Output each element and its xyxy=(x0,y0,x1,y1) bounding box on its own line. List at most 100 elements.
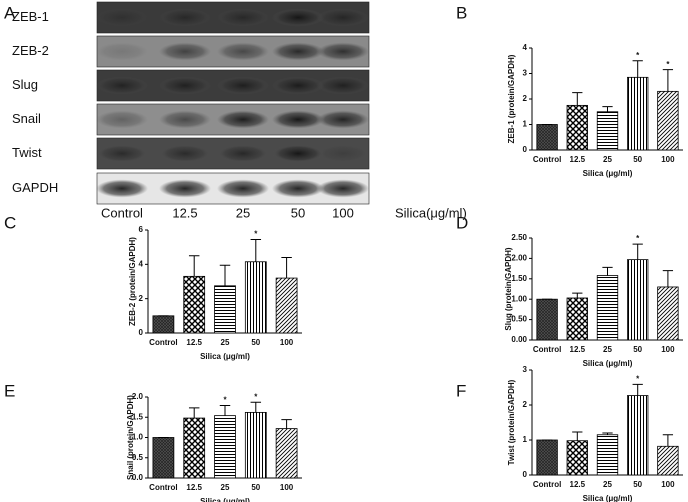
x-tick-label: 25 xyxy=(603,345,612,354)
x-tick-label: 12.5 xyxy=(570,480,586,489)
bar xyxy=(536,298,558,341)
panel-label: B xyxy=(456,3,467,22)
blot-band xyxy=(272,144,324,163)
y-tick-label: 0.00 xyxy=(511,335,527,344)
error-bar xyxy=(602,106,613,112)
x-tick-label: 12.5 xyxy=(570,155,586,164)
error-bar xyxy=(662,69,674,92)
blot-band xyxy=(159,144,211,163)
blot-band xyxy=(317,8,369,27)
y-tick-label: 6 xyxy=(139,225,144,234)
error-bar xyxy=(572,292,583,298)
blot-band xyxy=(96,144,148,163)
bar xyxy=(596,275,619,341)
error-bar xyxy=(219,405,231,416)
x-axis-label: Silica (μg/ml) xyxy=(583,169,633,178)
lane-unit: Silica(μg/ml) xyxy=(395,205,467,220)
error-bar xyxy=(250,238,262,262)
blot-band xyxy=(217,110,269,129)
bar xyxy=(275,428,298,479)
blot-label: GAPDH xyxy=(12,180,58,195)
bar xyxy=(536,439,558,476)
lane-label: 100 xyxy=(332,205,354,220)
x-axis-label: Silica (μg/ml) xyxy=(200,497,250,502)
blot-band xyxy=(96,179,148,198)
x-tick-label: 50 xyxy=(251,483,260,492)
blot-band xyxy=(217,8,269,27)
bar xyxy=(244,261,267,334)
y-tick-label: 0 xyxy=(139,328,144,337)
error-bar xyxy=(602,266,613,276)
y-tick-label: 2.0 xyxy=(132,392,144,401)
bar xyxy=(152,437,175,479)
y-tick-label: 3 xyxy=(523,69,528,78)
y-tick-label: 2.50 xyxy=(511,233,527,242)
error-bar xyxy=(250,401,262,413)
y-axis-label: Slug (protein/GAPDH) xyxy=(504,247,513,330)
blot-band xyxy=(159,76,211,95)
bar xyxy=(214,415,236,479)
y-tick-label: 1.00 xyxy=(511,294,527,303)
blot-band xyxy=(217,179,269,198)
bar xyxy=(244,411,267,479)
y-tick-label: 2.00 xyxy=(511,254,527,263)
blot-band xyxy=(217,42,269,61)
significance: * xyxy=(254,230,258,239)
x-tick-label: 25 xyxy=(221,483,230,492)
significance: * xyxy=(254,392,258,401)
bar xyxy=(657,286,679,341)
bar xyxy=(596,434,619,476)
blot-label: Snail xyxy=(12,111,41,126)
x-tick-label: 12.5 xyxy=(186,338,202,347)
bar xyxy=(183,417,206,479)
x-tick-label: Control xyxy=(149,338,177,347)
x-tick-label: 50 xyxy=(251,338,260,347)
x-tick-label: Control xyxy=(149,483,177,492)
bar xyxy=(627,259,649,341)
blot-band xyxy=(317,144,369,163)
significance: * xyxy=(636,234,640,243)
significance: * xyxy=(636,374,640,383)
blot-band xyxy=(159,42,211,61)
x-axis-label: Silica (μg/ml) xyxy=(583,359,633,368)
blot-band xyxy=(217,76,269,95)
blot-band xyxy=(159,179,211,198)
error-bar xyxy=(662,434,674,447)
y-tick-label: 0.5 xyxy=(132,453,144,462)
error-bar xyxy=(662,270,674,287)
significance: * xyxy=(636,51,640,60)
blot-band xyxy=(317,110,369,129)
y-tick-label: 1 xyxy=(523,120,528,129)
y-axis-label: ZEB-1 (protein/GAPDH) xyxy=(507,54,516,143)
x-axis-label: Silica (μg/ml) xyxy=(583,494,633,502)
blot-band xyxy=(272,179,324,198)
blot-band xyxy=(272,42,324,61)
y-axis-label: Snail (protein/GAPDH) xyxy=(126,395,135,480)
x-tick-label: Control xyxy=(533,480,561,489)
significance: * xyxy=(223,396,227,405)
x-tick-label: 25 xyxy=(603,480,612,489)
x-tick-label: 100 xyxy=(280,338,294,347)
lane-label: 50 xyxy=(291,205,305,220)
y-tick-label: 0 xyxy=(523,145,528,154)
error-bar xyxy=(572,431,583,441)
bar xyxy=(566,297,588,341)
panel-label: C xyxy=(4,213,16,232)
y-tick-label: 2 xyxy=(523,400,528,409)
y-tick-label: 1.50 xyxy=(511,274,527,283)
y-tick-label: 3 xyxy=(523,365,528,374)
y-tick-label: 4 xyxy=(139,259,144,268)
x-axis-label: Silica (μg/ml) xyxy=(200,352,250,361)
bar xyxy=(627,76,649,151)
bar xyxy=(566,104,588,151)
error-bar xyxy=(632,243,643,260)
x-tick-label: 50 xyxy=(633,480,642,489)
bar xyxy=(657,445,679,476)
y-tick-label: 0 xyxy=(523,470,528,479)
y-tick-label: 1.5 xyxy=(132,412,144,421)
x-tick-label: Control xyxy=(533,155,561,164)
error-bar xyxy=(281,256,292,279)
bar xyxy=(627,395,649,476)
blot-label: Slug xyxy=(12,77,38,92)
panel-label: D xyxy=(456,213,468,232)
